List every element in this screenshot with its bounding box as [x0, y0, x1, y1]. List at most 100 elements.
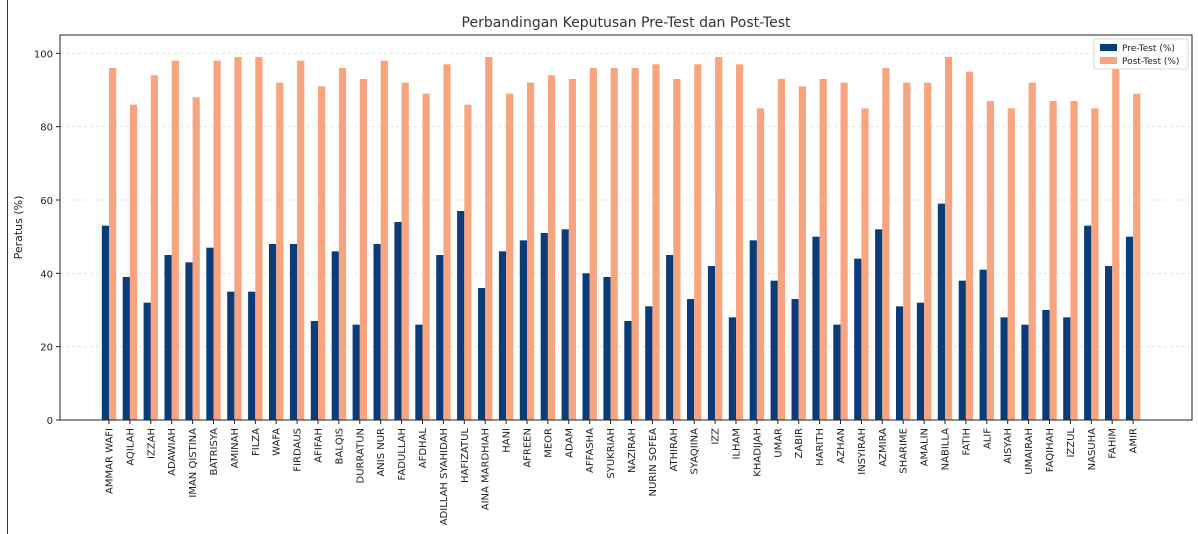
bar-post-test — [777, 79, 785, 420]
bar-post-test — [965, 71, 974, 421]
x-tick-label: FATIH — [961, 428, 972, 455]
bar-post-test — [380, 60, 388, 421]
bar-pre-test — [896, 306, 904, 420]
x-tick-label: BATRISYA — [209, 428, 220, 476]
bar-post-test — [1133, 93, 1141, 421]
bar-post-test — [464, 104, 472, 421]
bar-pre-test — [582, 273, 590, 420]
bar-post-test — [171, 60, 179, 421]
bar-post-test — [986, 101, 994, 420]
bar-post-test — [234, 57, 242, 420]
bar-post-test — [568, 79, 576, 420]
x-tick-label: AINA MARDHIAH — [481, 428, 492, 510]
bars — [101, 57, 1141, 421]
x-tick-label: MEOR — [543, 428, 554, 458]
bar-pre-test — [122, 277, 130, 420]
bar-pre-test — [666, 255, 674, 420]
bar-post-test — [401, 82, 409, 421]
y-tick-label: 0 — [47, 416, 53, 427]
y-ticks: 0 20 40 60 80 100 — [34, 49, 60, 427]
bar-pre-test — [854, 258, 862, 420]
x-tick-label: AMINAH — [230, 428, 241, 468]
legend-swatch — [1100, 44, 1117, 51]
bar-pre-test — [540, 233, 548, 420]
bar-post-test — [547, 75, 556, 420]
bar-pre-test — [875, 229, 883, 420]
bar-pre-test — [1000, 317, 1008, 420]
x-tick-label: DURRATUN — [355, 428, 366, 483]
x-tick-label: FAHIM — [1108, 428, 1119, 459]
bar-pre-test — [206, 247, 214, 420]
bar-pre-test — [185, 262, 193, 420]
bar-post-test — [109, 68, 117, 420]
x-tick-label: HARITH — [815, 428, 826, 466]
x-tick-label: AZHAN — [836, 428, 847, 464]
x-tick-label: NABILLA — [941, 428, 952, 471]
bar-post-test — [1091, 108, 1099, 420]
x-tick-label: SYUKRIAH — [606, 428, 617, 479]
x-ticks: AMMAR WAFI AQILAH IZZAH ADAWIAH IMAN QISTINA… — [105, 420, 1140, 525]
bar-post-test — [882, 68, 890, 420]
bar-post-test — [150, 75, 158, 420]
x-tick-label: FILZA — [251, 428, 262, 456]
bar-post-test — [1112, 68, 1120, 420]
x-tick-label: ANIS NUR — [376, 428, 387, 477]
legend-box — [1093, 38, 1189, 70]
bar-pre-test — [603, 277, 611, 420]
x-tick-label: NURIN SOFEA — [648, 428, 659, 497]
bar-post-test — [297, 60, 305, 421]
bar-post-test — [318, 86, 326, 420]
bar-post-test — [338, 68, 347, 420]
bar-pre-test — [561, 229, 569, 420]
bar-post-test — [694, 64, 702, 420]
bar-post-test — [443, 64, 451, 420]
x-tick-label: IZZUL — [1066, 428, 1077, 458]
bar-pre-test — [833, 324, 841, 420]
bar-post-test — [359, 79, 367, 420]
x-tick-label: IMAN QISTINA — [188, 428, 199, 498]
bar-pre-test — [645, 306, 653, 420]
x-tick-label: AMALIN — [920, 428, 931, 466]
bar-post-test — [756, 108, 765, 420]
x-tick-label: SHARIME — [899, 428, 910, 474]
bar-post-test — [840, 82, 848, 421]
bar-post-test — [192, 97, 200, 420]
bar-pre-test — [1084, 225, 1092, 420]
bar-post-test — [924, 82, 932, 421]
bar-post-test — [1007, 108, 1015, 420]
bar-pre-test — [1021, 324, 1029, 420]
x-tick-label: NAZIRAH — [627, 428, 638, 473]
x-tick-label: IZZAH — [146, 428, 157, 459]
bar-post-test — [1070, 101, 1078, 420]
bar-pre-test — [958, 280, 966, 420]
x-tick-label: HAFIZATUL — [460, 428, 471, 483]
x-tick-label: AMMAR WAFI — [105, 428, 116, 494]
bar-pre-test — [269, 244, 277, 420]
bar-pre-test — [728, 317, 736, 420]
x-tick-label: ZABIR — [794, 428, 805, 459]
bar-pre-test — [415, 324, 423, 420]
x-tick-label: KHADIJAH — [752, 428, 763, 477]
bar-post-test — [276, 82, 284, 421]
bar-pre-test — [687, 299, 695, 420]
x-tick-label: SYAQIINA — [690, 428, 701, 475]
y-tick-label: 60 — [40, 196, 53, 207]
bar-post-test — [1049, 101, 1057, 420]
bar-pre-test — [916, 302, 925, 420]
bar-post-test — [736, 64, 744, 420]
x-tick-label: UMAR — [773, 428, 784, 458]
bar-post-test — [213, 60, 221, 421]
bar-post-test — [631, 68, 639, 420]
legend-label: Pre-Test (%) — [1122, 44, 1175, 54]
bar-post-test — [506, 93, 514, 421]
bar-post-test — [819, 79, 827, 420]
x-tick-label: ADAM — [564, 428, 575, 458]
legend-label: Post-Test (%) — [1122, 57, 1179, 67]
bar-post-test — [255, 57, 263, 420]
x-tick-label: AFREEN — [523, 428, 534, 468]
x-tick-label: IZZ — [711, 428, 722, 445]
bar-post-test — [715, 57, 723, 420]
bar-pre-test — [749, 240, 757, 420]
bar-post-test — [129, 104, 138, 421]
bar-post-test — [1028, 82, 1036, 421]
